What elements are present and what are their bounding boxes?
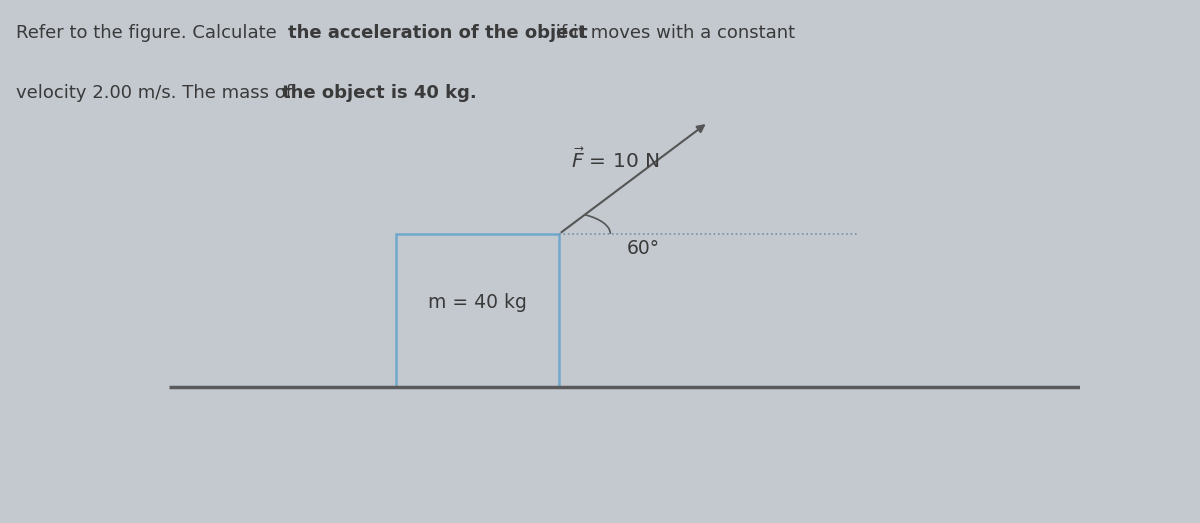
Text: m = 40 kg: m = 40 kg	[428, 293, 527, 312]
Text: $\vec{F}$ = 10 N: $\vec{F}$ = 10 N	[571, 147, 660, 172]
Text: 60°: 60°	[628, 238, 660, 257]
Bar	[396, 234, 559, 387]
Text: the acceleration of the object: the acceleration of the object	[288, 24, 588, 41]
Text: the object is 40 kg.: the object is 40 kg.	[282, 84, 476, 101]
Text: if it moves with a constant: if it moves with a constant	[550, 24, 794, 41]
Text: Refer to the figure. Calculate: Refer to the figure. Calculate	[16, 24, 282, 41]
Text: velocity 2.00 m/s. The mass of: velocity 2.00 m/s. The mass of	[16, 84, 298, 101]
